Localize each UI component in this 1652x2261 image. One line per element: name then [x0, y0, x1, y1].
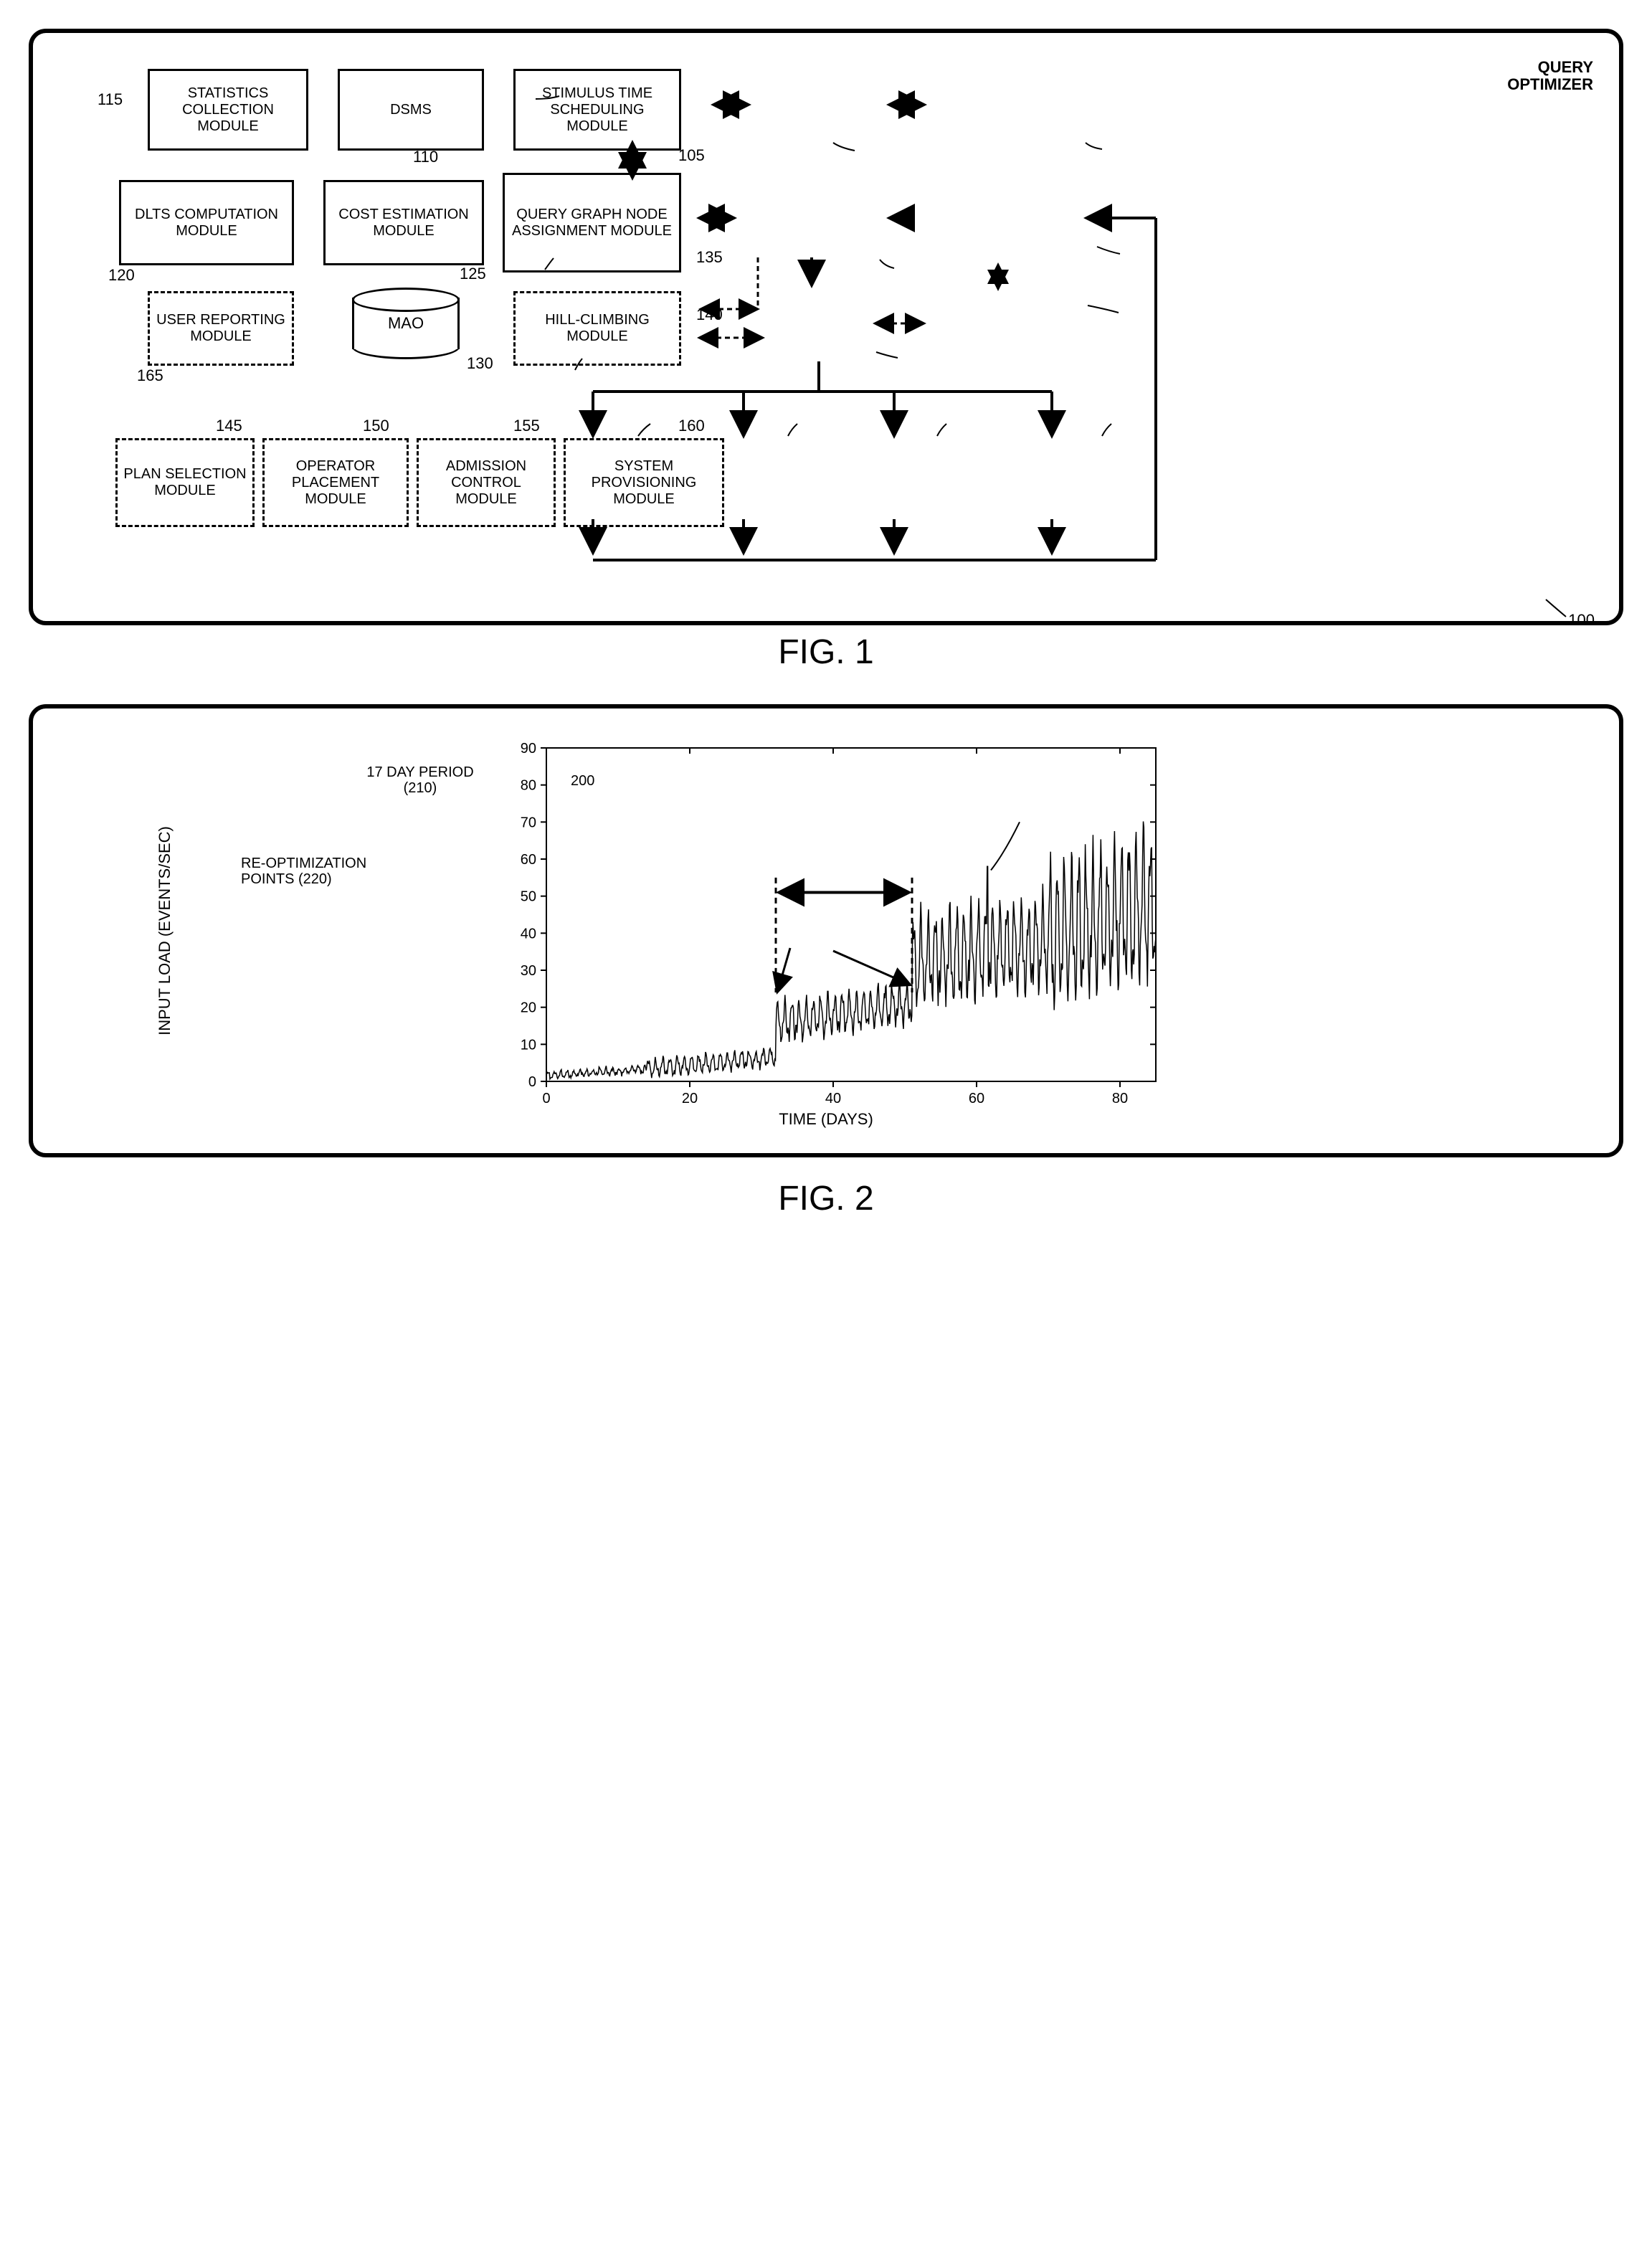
- svg-text:20: 20: [521, 1000, 536, 1016]
- box-user-reporting: USER REPORTING MODULE: [148, 291, 294, 366]
- ref-160: 160: [678, 417, 705, 435]
- box-stats: STATISTICS COLLECTION MODULE: [148, 69, 308, 151]
- svg-text:60: 60: [969, 1091, 984, 1106]
- box-operator-placement: OPERATOR PLACEMENT MODULE: [262, 438, 409, 527]
- svg-text:30: 30: [521, 963, 536, 979]
- ref-110: 110: [413, 148, 438, 166]
- ref-130: 130: [467, 354, 493, 373]
- svg-text:20: 20: [682, 1091, 698, 1106]
- box-admission-control: ADMISSION CONTROL MODULE: [417, 438, 556, 527]
- ref-200: 200: [571, 773, 594, 789]
- fig1-title: QUERYOPTIMIZER: [1507, 59, 1593, 93]
- xlabel: TIME (DAYS): [779, 1110, 873, 1129]
- svg-text:40: 40: [825, 1091, 841, 1106]
- ref-120: 120: [108, 266, 135, 285]
- ref-140: 140: [696, 305, 723, 324]
- ylabel: INPUT LOAD (EVENTS/SEC): [156, 826, 174, 1035]
- ann-period: 17 DAY PERIOD(210): [348, 764, 492, 796]
- svg-text:0: 0: [528, 1074, 536, 1090]
- mao-label: MAO: [388, 314, 424, 333]
- box-system-provisioning: SYSTEM PROVISIONING MODULE: [564, 438, 724, 527]
- box-stim: STIMULUS TIME SCHEDULING MODULE: [513, 69, 681, 151]
- box-dlts: DLTS COMPUTATION MODULE: [119, 180, 294, 265]
- ref-105: 105: [678, 146, 705, 165]
- ref-165: 165: [137, 366, 163, 385]
- ref-100-leader: [1543, 597, 1572, 618]
- ref-150: 150: [363, 417, 389, 435]
- box-hill-climbing: HILL-CLIMBING MODULE: [513, 291, 681, 366]
- svg-text:80: 80: [1112, 1091, 1128, 1106]
- ref-155: 155: [513, 417, 540, 435]
- svg-text:50: 50: [521, 889, 536, 905]
- ref-135: 135: [696, 248, 723, 267]
- fig1-caption: FIG. 1: [29, 632, 1623, 672]
- ref-125: 125: [460, 265, 486, 283]
- box-dsms: DSMS: [338, 69, 484, 151]
- ref-100: 100: [1568, 611, 1595, 630]
- fig2-caption: FIG. 2: [29, 1179, 1623, 1218]
- fig2-frame: INPUT LOAD (EVENTS/SEC) TIME (DAYS) 0 10 2…: [29, 704, 1623, 1157]
- cylinder-mao: MAO: [352, 288, 460, 359]
- ann-reopt: RE-OPTIMIZATIONPOINTS (220): [241, 855, 399, 887]
- svg-text:10: 10: [521, 1037, 536, 1053]
- svg-text:60: 60: [521, 852, 536, 868]
- svg-text:70: 70: [521, 815, 536, 830]
- box-qgraph: QUERY GRAPH NODE ASSIGNMENT MODULE: [503, 173, 681, 272]
- box-cost: COST ESTIMATION MODULE: [323, 180, 484, 265]
- ref-145: 145: [216, 417, 242, 435]
- box-plan-selection: PLAN SELECTION MODULE: [115, 438, 255, 527]
- fig1-frame: QUERYOPTIMIZER STATISTICS COLLECTION MOD…: [29, 29, 1623, 625]
- fig1-canvas: QUERYOPTIMIZER STATISTICS COLLECTION MOD…: [54, 54, 1598, 599]
- ref-115: 115: [98, 90, 123, 109]
- fig2-chart: INPUT LOAD (EVENTS/SEC) TIME (DAYS) 0 10 2…: [54, 730, 1598, 1132]
- svg-text:80: 80: [521, 778, 536, 794]
- chart-svg: 0 10 20 30 40 50 60 70 80 90 0 20 40 60 80: [54, 730, 1598, 1132]
- svg-text:40: 40: [521, 926, 536, 942]
- svg-text:90: 90: [521, 741, 536, 757]
- svg-text:0: 0: [542, 1091, 550, 1106]
